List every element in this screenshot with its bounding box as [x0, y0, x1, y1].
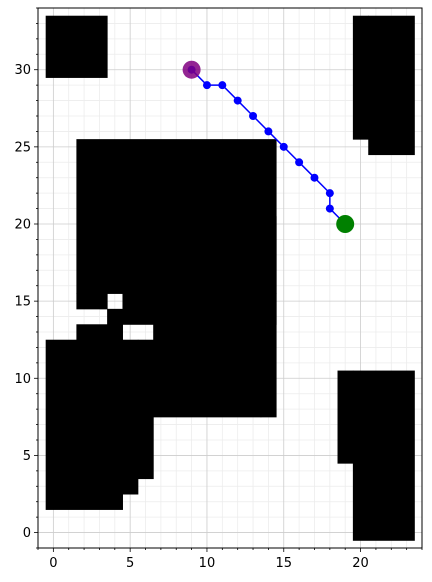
path-point [279, 142, 288, 151]
y-tick-label: 20 [14, 218, 31, 233]
obstacle-block [137, 339, 154, 480]
obstacle-block [352, 15, 369, 140]
x-tick-label: 5 [126, 556, 134, 571]
path-point [249, 112, 258, 120]
plot-frame [37, 7, 423, 549]
obstacle-block [45, 339, 123, 510]
obstacle-block [76, 293, 108, 310]
start-marker [182, 60, 201, 79]
goal-marker [336, 215, 355, 233]
path-point [295, 158, 304, 167]
obstacle-block [122, 293, 277, 325]
x-tick-label: 0 [49, 556, 57, 571]
obstacle-block [153, 324, 262, 418]
obstacle-block [337, 370, 354, 464]
obstacle-block [352, 370, 415, 541]
path-point [325, 204, 334, 213]
y-tick-label: 25 [14, 140, 31, 155]
path-point [264, 127, 273, 136]
path-point [310, 173, 319, 182]
path-point [218, 81, 227, 90]
x-tick-label: 15 [275, 556, 292, 571]
path-point [325, 189, 334, 198]
ticks: 0 5 10 15 20 0 5 10 15 20 25 30 [14, 7, 423, 571]
x-tick-label: 20 [352, 556, 369, 571]
obstacle-block [368, 15, 415, 156]
obstacle-block [45, 15, 108, 78]
y-tick-label: 30 [14, 63, 31, 78]
x-tick-label: 10 [199, 556, 216, 571]
obstacles [45, 15, 415, 541]
obstacle-block [260, 216, 277, 418]
path-point [202, 81, 211, 90]
obstacle-block [122, 339, 139, 495]
obstacle-block [76, 139, 277, 294]
obstacle-block [107, 308, 123, 325]
y-tick-label: 0 [23, 526, 31, 541]
y-tick-label: 5 [23, 449, 31, 464]
markers [182, 60, 355, 233]
y-tick-label: 15 [14, 295, 31, 310]
path-point [233, 96, 242, 105]
obstacle-block [76, 324, 123, 341]
y-tick-label: 10 [14, 372, 31, 387]
